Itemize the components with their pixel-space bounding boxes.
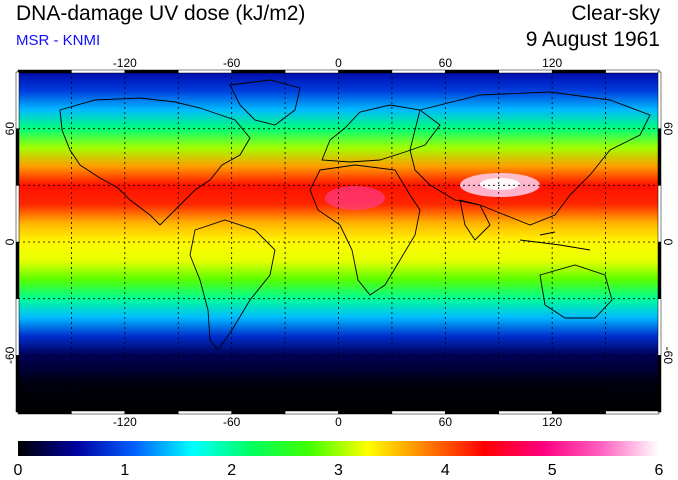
frame-tick-bottom [338, 410, 393, 415]
lat-tick-label: 60 [661, 122, 675, 136]
frame-tick-top [71, 69, 126, 74]
frame-tick-bottom [498, 410, 553, 415]
lat-tick-label: 0 [3, 238, 17, 245]
india-coast [459, 199, 491, 241]
lon-tick-label: -60 [223, 56, 241, 70]
colorbar-tick-label: 4 [441, 462, 450, 479]
africa-coast [309, 164, 421, 296]
asia-coast [409, 91, 651, 226]
frame-tick-top [391, 69, 446, 74]
lat-tick-label: 0 [661, 239, 675, 246]
frame-tick-right [657, 128, 662, 186]
lon-tick-label: 120 [542, 56, 562, 70]
map-date: 9 August 1961 [525, 28, 660, 51]
frame-tick-bottom [71, 410, 126, 415]
lat-tick-label: -60 [3, 346, 17, 364]
frame-tick-right [657, 298, 662, 356]
map-area[interactable] [18, 72, 659, 412]
frame-tick-right [657, 71, 662, 129]
australia-coast [539, 264, 613, 319]
lon-tick-label: 120 [542, 415, 562, 429]
frame-tick-left [15, 71, 20, 129]
colorbar-tick-label: 3 [334, 462, 343, 479]
lat-labels-right: 60 0 -60 [661, 122, 675, 364]
frame-tick-top [124, 69, 179, 74]
lat-tick-label: 60 [3, 122, 17, 136]
lon-tick-label: 0 [335, 415, 342, 429]
frame-tick-left [15, 241, 20, 299]
lon-labels-bottom: -120 -60 0 60 120 [113, 415, 563, 429]
colorbar-tick-label: 2 [227, 462, 236, 479]
lon-tick-label: 60 [439, 56, 453, 70]
tibet-hotspot-core [480, 178, 520, 190]
lon-labels-top: -120 -60 0 60 120 [113, 56, 563, 70]
frame-tick-top [178, 69, 232, 74]
map-subtitle: MSR - KNMI [16, 32, 101, 49]
frame-tick-top [551, 69, 606, 74]
lon-tick-label: -120 [113, 56, 137, 70]
map-title: DNA-damage UV dose (kJ/m2) [16, 2, 306, 25]
lon-tick-label: 0 [335, 56, 342, 70]
colorbar-tick-label: 0 [14, 462, 23, 479]
south-america-coast [189, 219, 276, 351]
north-america-coast [59, 97, 251, 226]
frame-tick-right [657, 241, 662, 299]
frame-tick-right [657, 185, 662, 243]
frame-tick-top [445, 69, 500, 74]
colorbar-tick-label: 6 [655, 462, 664, 479]
europe-coast [321, 104, 441, 163]
frame-tick-top [498, 69, 553, 74]
frame-ticks [15, 69, 662, 415]
colorbar-tick-label: 1 [120, 462, 129, 479]
sahara-hotspot [325, 186, 385, 210]
frame-tick-left [15, 185, 20, 243]
lat-labels-left: 60 0 -60 [3, 122, 17, 364]
frame-tick-bottom [391, 410, 446, 415]
graticule [18, 72, 659, 412]
frame-tick-left [15, 128, 20, 186]
frame-tick-bottom [605, 410, 660, 415]
sky-condition: Clear-sky [571, 2, 660, 25]
antarctica-coast [18, 389, 659, 396]
frame-tick-right [657, 355, 662, 413]
lon-tick-label: -120 [113, 415, 137, 429]
frame-tick-top [231, 69, 286, 74]
lon-tick-label: -60 [223, 415, 241, 429]
frame-tick-top [17, 69, 72, 74]
frame-tick-top [605, 69, 660, 74]
frame-tick-bottom [178, 410, 232, 415]
frame-tick-bottom [284, 410, 339, 415]
frame-tick-top [284, 69, 339, 74]
lat-tick-label: -60 [661, 347, 675, 365]
colorbar-labels: 0 1 2 3 4 5 6 [14, 462, 664, 479]
frame-tick-bottom [231, 410, 286, 415]
frame-tick-bottom [124, 410, 179, 415]
frame-tick-top [338, 69, 393, 74]
frame-tick-bottom [445, 410, 500, 415]
colorbar [18, 441, 659, 456]
frame-tick-bottom [17, 410, 72, 415]
colorbar-tick-label: 5 [548, 462, 557, 479]
lon-tick-label: 60 [439, 415, 453, 429]
frame-tick-bottom [551, 410, 606, 415]
